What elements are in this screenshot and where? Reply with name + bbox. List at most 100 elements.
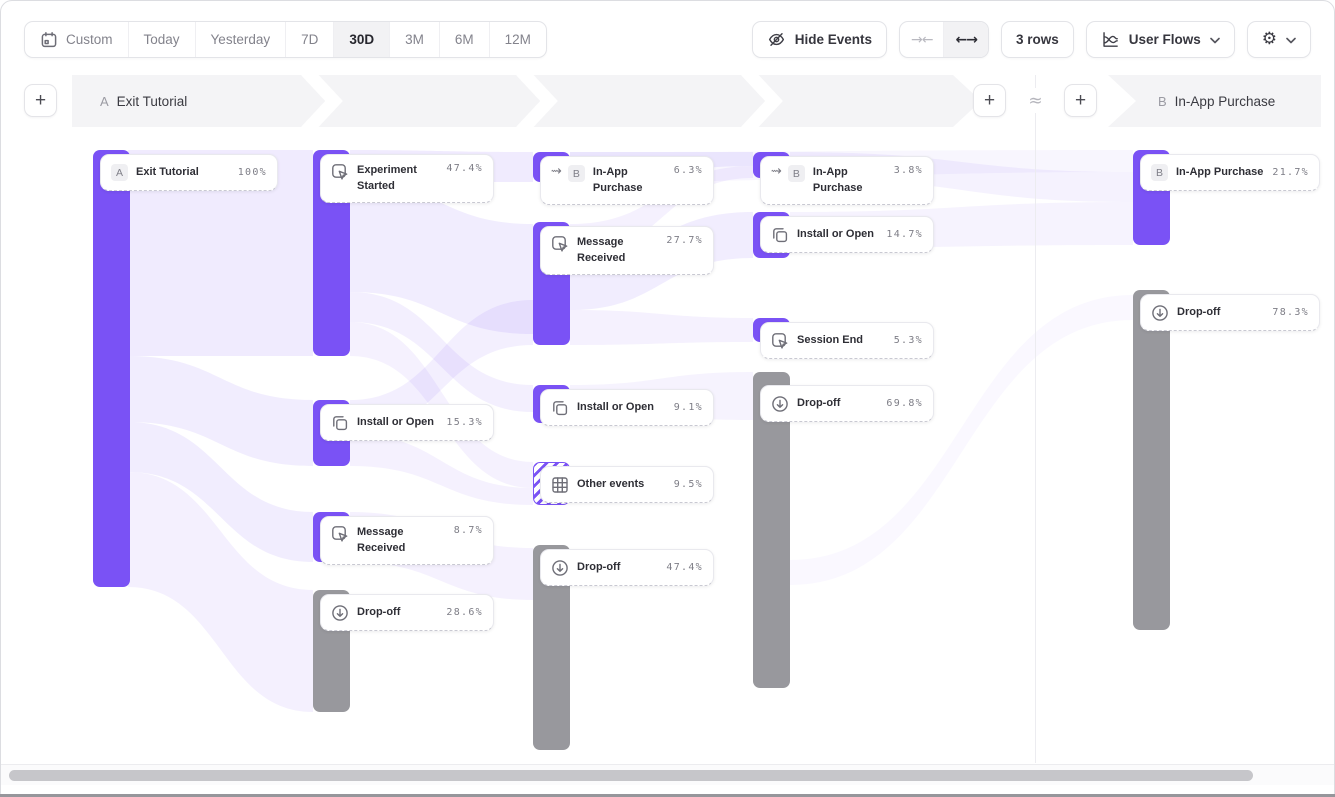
node-card-in-app-purchase[interactable]: B In-App Purchase 21.7% xyxy=(1140,154,1320,191)
event-icon xyxy=(771,332,789,350)
node-percentage: 3.8% xyxy=(893,165,923,176)
node-label: Drop-off xyxy=(357,605,401,618)
date-range-custom[interactable]: Custom xyxy=(25,22,129,57)
flow-badge: B xyxy=(787,165,805,182)
node-card-install-or-open[interactable]: Install or Open 14.7% xyxy=(760,216,934,253)
dropoff-icon xyxy=(771,395,789,413)
flow-badge: A xyxy=(111,164,128,181)
add-step-button-flow-b-start[interactable]: + xyxy=(1064,84,1097,117)
node-card-install-or-open[interactable]: Install or Open 9.1% xyxy=(540,389,714,426)
approx-join-symbol: ≈ xyxy=(1021,88,1050,113)
toolbar: Custom Today Yesterday 7D 30D 3M 6M 12M Hide Ev… xyxy=(24,21,1311,58)
date-range-label: Custom xyxy=(66,32,113,47)
event-icon xyxy=(551,235,569,253)
event-icon xyxy=(331,525,349,543)
date-range-label: 3M xyxy=(405,32,424,47)
expand-columns-button[interactable]: ←→ xyxy=(944,22,988,57)
node-label: Exit Tutorial xyxy=(136,165,199,178)
chevron-down-icon xyxy=(1286,32,1296,47)
dropoff-icon xyxy=(551,559,569,577)
copy-icon xyxy=(771,226,789,244)
flow-b-header[interactable]: B In-App Purchase xyxy=(1158,75,1275,127)
node-card-session-end[interactable]: Session End 5.3% xyxy=(760,322,934,359)
date-range-group: Custom Today Yesterday 7D 30D 3M 6M 12M xyxy=(24,21,547,58)
dropoff-icon xyxy=(331,604,349,622)
date-range-label: 7D xyxy=(301,32,319,47)
node-label: Install or Open xyxy=(577,400,655,413)
node-label: In-App Purchase xyxy=(592,166,643,194)
rows-button[interactable]: 3 rows xyxy=(1000,21,1074,58)
node-card-drop-off[interactable]: Drop-off 69.8% xyxy=(760,385,934,422)
date-range-label: Yesterday xyxy=(210,32,271,47)
date-range-6m[interactable]: 6M xyxy=(440,22,490,57)
eye-off-icon xyxy=(767,30,786,49)
node-card-message-received[interactable]: Message Received 8.7% xyxy=(320,516,494,565)
date-range-label: Today xyxy=(143,32,180,47)
collapse-columns-button[interactable]: →← xyxy=(900,22,945,57)
add-step-button-flow-a-end[interactable]: + xyxy=(973,84,1006,117)
flow-divider-line xyxy=(1035,75,1036,763)
jump-to-flow-icon: ⇝ xyxy=(551,164,562,179)
node-percentage: 6.3% xyxy=(673,165,703,176)
node-card-other-events[interactable]: Other events 9.5% xyxy=(540,466,714,503)
node-card-drop-off[interactable]: Drop-off 78.3% xyxy=(1140,294,1320,331)
jump-to-flow-icon: ⇝ xyxy=(771,164,782,179)
view-selector-dropdown[interactable]: User Flows xyxy=(1085,21,1235,58)
node-card-drop-off[interactable]: Drop-off 47.4% xyxy=(540,549,714,586)
node-label: Drop-off xyxy=(797,396,841,409)
node-card-in-app-purchase[interactable]: ⇝ B In-App Purchase 3.8% xyxy=(760,156,934,205)
date-range-12m[interactable]: 12M xyxy=(490,22,546,57)
date-range-label: 30D xyxy=(349,32,375,47)
node-card-install-or-open[interactable]: Install or Open 15.3% xyxy=(320,404,494,441)
flow-b-title: In-App Purchase xyxy=(1174,93,1276,109)
node-card-experiment-started[interactable]: Experiment Started 47.4% xyxy=(320,154,494,203)
node-percentage: 9.1% xyxy=(673,402,703,413)
node-label: In-App Purchase xyxy=(1176,165,1264,178)
flow-bar-drop-off[interactable] xyxy=(1133,290,1170,630)
node-percentage: 8.7% xyxy=(453,525,483,536)
date-range-label: 6M xyxy=(454,32,474,47)
flow-badge: B xyxy=(1151,164,1168,181)
node-percentage: 69.8% xyxy=(886,398,923,409)
view-selector-label: User Flows xyxy=(1128,32,1201,47)
hide-events-label: Hide Events xyxy=(794,32,872,47)
calendar-icon xyxy=(40,31,58,49)
date-range-30d[interactable]: 30D xyxy=(334,22,391,57)
flow-b-letter: B xyxy=(1158,93,1167,109)
node-card-message-received[interactable]: Message Received 27.7% xyxy=(540,226,714,275)
flow-bar-exit-tutorial[interactable] xyxy=(93,150,130,587)
node-percentage: 47.4% xyxy=(446,163,483,174)
node-card-in-app-purchase[interactable]: ⇝ B In-App Purchase 6.3% xyxy=(540,156,714,205)
settings-dropdown[interactable]: ⚙ xyxy=(1246,21,1311,58)
flow-bar-drop-off[interactable] xyxy=(753,372,790,688)
node-label: Message Received xyxy=(357,526,406,554)
node-percentage: 14.7% xyxy=(886,229,923,240)
node-label: Message Received xyxy=(577,236,626,264)
add-step-button-left[interactable]: + xyxy=(24,84,57,117)
flow-a-header[interactable]: A Exit Tutorial xyxy=(100,75,187,127)
horizontal-scrollbar-thumb[interactable] xyxy=(9,770,1253,781)
date-range-today[interactable]: Today xyxy=(129,22,196,57)
flow-a-letter: A xyxy=(100,93,109,109)
node-label: In-App Purchase xyxy=(812,166,863,194)
date-range-yesterday[interactable]: Yesterday xyxy=(196,22,287,57)
node-percentage: 9.5% xyxy=(673,479,703,490)
node-percentage: 15.3% xyxy=(446,417,483,428)
horizontal-scrollbar-track[interactable] xyxy=(1,764,1334,785)
node-card-exit-tutorial[interactable]: A Exit Tutorial 100% xyxy=(100,154,278,191)
arrows-expand-icon: ←→ xyxy=(955,31,977,48)
date-range-label: 12M xyxy=(504,32,531,47)
copy-icon xyxy=(551,399,569,417)
spacing-toggle-group: →← ←→ xyxy=(899,21,989,58)
node-label: Session End xyxy=(797,333,864,346)
node-percentage: 47.4% xyxy=(666,562,703,573)
date-range-3m[interactable]: 3M xyxy=(390,22,440,57)
node-percentage: 78.3% xyxy=(1272,307,1309,318)
dropoff-icon xyxy=(1151,304,1169,322)
date-range-7d[interactable]: 7D xyxy=(286,22,335,57)
flow-a-title: Exit Tutorial xyxy=(116,93,188,109)
node-percentage: 27.7% xyxy=(666,235,703,246)
flow-step-banners xyxy=(72,75,1321,133)
node-card-drop-off[interactable]: Drop-off 28.6% xyxy=(320,594,494,631)
hide-events-button[interactable]: Hide Events xyxy=(751,21,887,58)
